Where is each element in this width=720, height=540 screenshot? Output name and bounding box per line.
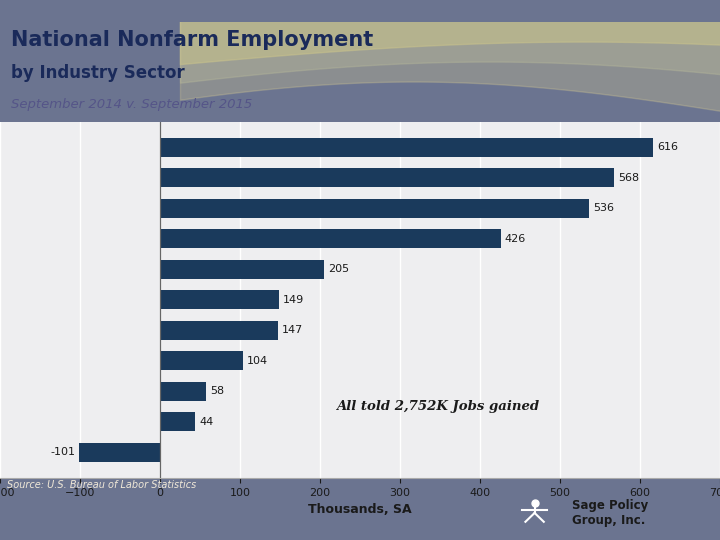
Bar [160,138,653,157]
X-axis label: Thousands, SA: Thousands, SA [308,503,412,516]
Text: -101: -101 [50,447,75,457]
Bar [160,290,279,309]
Text: 104: 104 [247,356,269,366]
Text: 536: 536 [593,203,613,213]
Bar [79,443,160,462]
Text: 205: 205 [328,264,349,274]
Text: All told 2,752K Jobs gained: All told 2,752K Jobs gained [336,400,539,413]
Bar [160,229,501,248]
Bar [160,260,324,279]
Text: 58: 58 [210,386,225,396]
Text: 568: 568 [618,173,639,183]
Text: 44: 44 [199,417,213,427]
Text: 616: 616 [657,142,678,152]
Text: Sage Policy
Group, Inc.: Sage Policy Group, Inc. [572,499,649,527]
Text: 426: 426 [505,234,526,244]
Bar [160,382,207,401]
Bar [160,412,195,431]
Bar [160,168,614,187]
Text: 147: 147 [282,325,303,335]
Text: Source: U.S. Bureau of Labor Statistics: Source: U.S. Bureau of Labor Statistics [7,480,197,490]
Text: by Industry Sector: by Industry Sector [11,64,184,82]
Bar [160,321,278,340]
Text: National Nonfarm Employment: National Nonfarm Employment [11,30,373,50]
Bar [160,199,589,218]
Bar [160,351,243,370]
Text: September 2014 v. September 2015: September 2014 v. September 2015 [11,98,252,111]
Text: 149: 149 [283,295,305,305]
